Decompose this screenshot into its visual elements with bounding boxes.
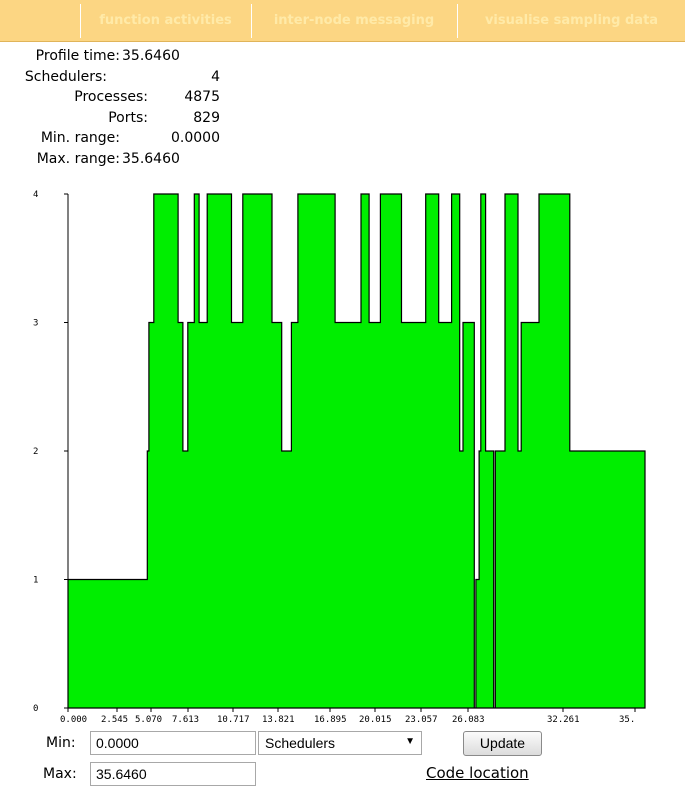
min-range-value: 0.0000 [171, 130, 220, 146]
min-label: Min: [46, 735, 76, 751]
tab-inter-node-messaging[interactable]: inter-node messaging [251, 4, 456, 38]
x-tick-label: 5.070 [135, 715, 162, 725]
max-range-value: 35.6460 [122, 150, 180, 167]
series-area-0 [67, 193, 646, 709]
ports-label: Ports: [108, 109, 148, 126]
max-input[interactable] [90, 762, 256, 786]
x-tick-label: 10.717 [217, 715, 250, 725]
schedulers-value: 4 [211, 68, 220, 85]
x-tick-label: 32.261 [547, 715, 580, 725]
ports-row: Ports: 829 [0, 110, 260, 131]
x-tick-label: 13.821 [262, 715, 295, 725]
x-tick-label: 20.015 [359, 715, 392, 725]
y-tick-label: 2 [33, 447, 38, 457]
metric-select-value: Schedulers [265, 735, 336, 751]
dropdown-arrow-icon: ▼ [405, 736, 415, 747]
x-tick-label: 35. [619, 715, 635, 725]
y-tick-label: 1 [33, 576, 38, 586]
profile-time-value: 35.6460 [122, 48, 180, 64]
chart-axes [64, 193, 645, 712]
profile-time-row: Profile time: 35.6460 [0, 48, 260, 69]
tab-function-activities[interactable]: function activities [80, 4, 250, 38]
chart-labels: 0 1 2 3 4 0.000 2.545 5.070 7.613 10.717 13.821 16.… [33, 190, 635, 725]
code-location-link[interactable]: Code location [426, 764, 529, 782]
x-tick-label: 26.083 [452, 715, 485, 725]
processes-label: Processes: [74, 89, 148, 105]
processes-row: Processes: 4875 [0, 89, 260, 110]
x-tick-label: 7.613 [172, 715, 199, 725]
y-tick-label: 3 [33, 319, 38, 329]
tab-visualise-sampling-data[interactable]: visualise sampling data [457, 4, 685, 38]
max-range-row: Max. range: 35.6460 [0, 151, 260, 172]
min-range-row: Min. range: 0.0000 [0, 130, 260, 151]
navigation-bar: function activities inter-node messaging… [0, 0, 685, 42]
chart-area [67, 193, 646, 709]
update-button[interactable]: Update [463, 731, 542, 756]
x-tick-label: 0.000 [60, 715, 87, 725]
x-tick-label: 2.545 [101, 715, 128, 725]
schedulers-row: Schedulers: 4 [0, 69, 260, 90]
x-tick-label: 16.895 [314, 715, 347, 725]
min-range-label: Min. range: [40, 130, 120, 146]
max-label: Max: [43, 766, 77, 782]
metric-select[interactable]: Schedulers ▼ [258, 731, 422, 755]
processes-value: 4875 [184, 89, 220, 105]
x-tick-label: 23.057 [405, 715, 438, 725]
ports-value: 829 [193, 109, 220, 126]
profile-info: Profile time: 35.6460 Schedulers: 4 Proc… [0, 48, 260, 171]
y-tick-label: 4 [33, 190, 38, 200]
profile-time-label: Profile time: [35, 48, 120, 64]
y-tick-label: 0 [33, 704, 38, 714]
schedulers-label: Schedulers: [24, 68, 107, 85]
min-input[interactable] [90, 731, 256, 755]
max-range-label: Max. range: [36, 150, 120, 167]
scheduler-activity-chart[interactable]: 0 1 2 3 4 0.000 2.545 5.070 7.613 10.717 13.821 16.… [0, 185, 685, 725]
